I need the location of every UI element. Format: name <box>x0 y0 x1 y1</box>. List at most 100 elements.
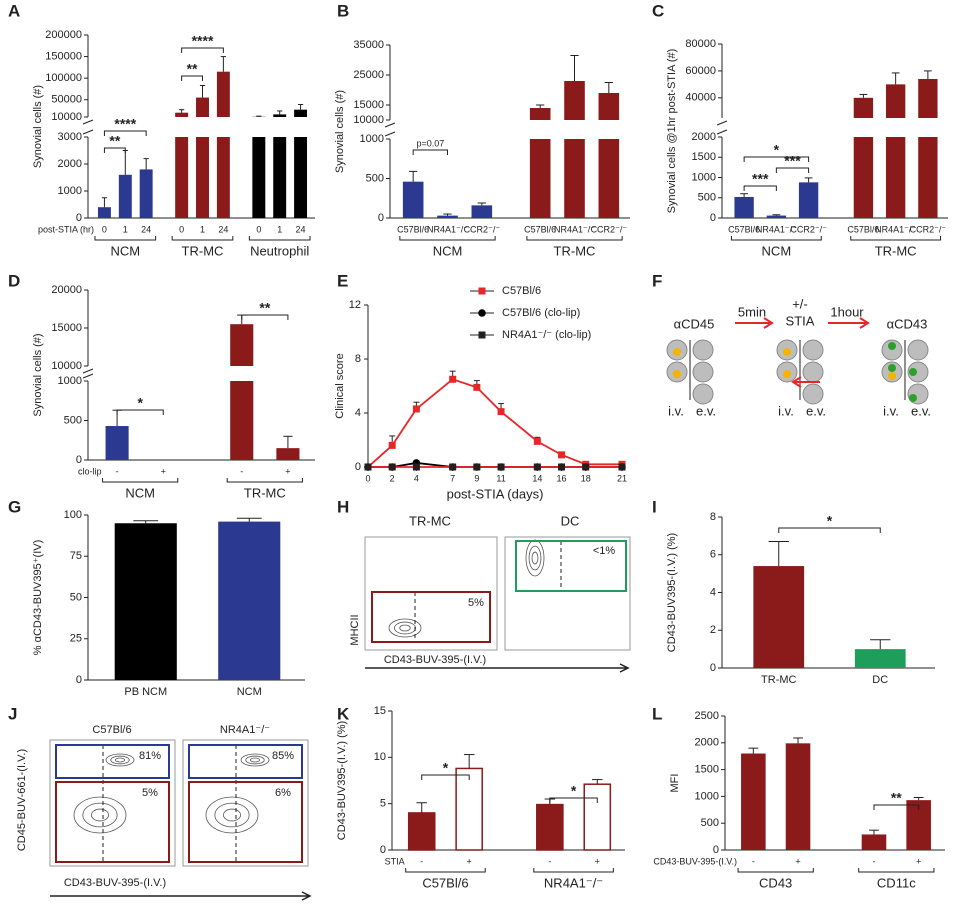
y-tick-label: 1000 <box>360 133 384 145</box>
gate <box>188 744 303 779</box>
bar <box>564 81 585 120</box>
x-tick-label: 11 <box>496 473 505 483</box>
bar <box>407 812 436 851</box>
marker <box>497 408 505 416</box>
group-label: NR4A1⁻/⁻ <box>544 875 603 890</box>
panel-letter: A <box>8 1 20 20</box>
x-tick-label: + <box>467 856 472 866</box>
significance-bracket <box>778 527 881 533</box>
density-contour <box>82 802 118 828</box>
marker <box>618 463 626 471</box>
y-tick-label: 10000 <box>353 114 384 126</box>
y-axis-label: CD45-BUV-661-(I.V.) <box>16 749 28 851</box>
iv-label: i.v. <box>883 403 899 418</box>
panel-letter: B <box>337 1 349 20</box>
x-tick-label: 14 <box>532 473 542 483</box>
group-label: NCM <box>433 243 463 258</box>
y-tick-label: 2000 <box>695 737 719 749</box>
y-tick-label: 500 <box>698 192 716 204</box>
plot-frame <box>182 739 309 867</box>
antibody-dot <box>673 348 681 356</box>
density-contour <box>114 757 126 763</box>
significance-label: **** <box>114 116 136 132</box>
y-tick-label: 0 <box>76 674 82 686</box>
x-tick-label: 1 <box>123 224 128 234</box>
x-tick-label: + <box>161 466 166 476</box>
bar <box>216 71 230 117</box>
y-tick-label: 0 <box>710 212 716 224</box>
y-tick-label: 0 <box>378 212 384 224</box>
marker <box>449 463 457 471</box>
bar <box>175 112 189 117</box>
bar <box>536 803 564 851</box>
category-axis-label: clo-lip <box>78 466 102 476</box>
x-axis-label: CD43-BUV-395-(I.V.) <box>64 877 166 889</box>
significance-bracket <box>103 130 147 136</box>
time-label: 5min <box>738 304 766 319</box>
group-label: TR-MC <box>875 243 917 258</box>
y-tick-label: 2000 <box>58 158 82 170</box>
treatment-label: +/- <box>792 296 808 311</box>
marker <box>533 437 541 445</box>
antibody-dot <box>783 370 791 378</box>
x-tick-label: 18 <box>581 473 591 483</box>
bar <box>105 426 129 460</box>
bar <box>785 743 811 850</box>
gate-label: 5% <box>468 597 484 609</box>
marker <box>473 383 481 391</box>
significance-bracket <box>873 804 920 810</box>
y-tick-label: 1500 <box>692 151 716 163</box>
gate-label: 6% <box>275 787 291 799</box>
y-tick-label: 4 <box>710 586 716 598</box>
gate-label: 85% <box>272 750 294 762</box>
y-tick-label: 1000 <box>692 171 716 183</box>
group-label: NCM <box>125 485 155 500</box>
plot-frame <box>49 739 176 867</box>
panel-letter: K <box>337 704 350 723</box>
group-bracket <box>399 236 496 241</box>
gate <box>188 781 303 863</box>
x-tick-label: + <box>595 856 600 866</box>
y-tick-label: 75 <box>70 550 82 562</box>
y-axis-label: Synovial cells (#) <box>32 333 44 416</box>
y-axis-label: CD43-BUV395-(I.V.) (%) <box>666 533 678 652</box>
cell <box>907 339 929 361</box>
y-tick-label: 100 <box>64 509 82 521</box>
y-axis-label: MFI <box>669 774 681 793</box>
density-contour <box>240 753 270 767</box>
x-tick-label: - <box>240 466 243 476</box>
bar <box>455 767 483 851</box>
panel-letter: I <box>652 497 657 516</box>
significance-bracket <box>181 47 224 53</box>
plot-title: NR4A1⁻/⁻ <box>220 724 270 736</box>
x-tick-label: NR4A1⁻/⁻ <box>427 224 468 234</box>
group-label: CD11c <box>877 875 916 890</box>
y-tick-label: 50 <box>70 591 82 603</box>
bar <box>753 566 805 668</box>
y-tick-label: 150000 <box>45 50 82 62</box>
bar <box>114 523 177 680</box>
arrow <box>791 376 820 388</box>
arrow <box>735 317 774 329</box>
bar <box>861 834 887 850</box>
significance-bracket <box>775 167 810 173</box>
x-tick-label: C57Bl/6 <box>524 224 556 234</box>
significance-label: *** <box>752 171 769 187</box>
x-axis-label: CD43-BUV-395-(I.V.) <box>384 654 486 666</box>
y-tick-label: 0 <box>713 844 719 856</box>
y-tick-label: 0 <box>710 662 716 674</box>
cell <box>692 339 714 361</box>
y-tick-label: 10000 <box>51 360 82 372</box>
axis-break <box>82 368 94 374</box>
marker <box>388 463 396 471</box>
x-tick-label: - <box>872 856 875 866</box>
legend-label: C57Bl/6 (clo-lip) <box>502 307 580 319</box>
y-tick-label: 3000 <box>58 131 82 143</box>
y-tick-label: 200000 <box>45 29 82 41</box>
x-tick-label: CCR2⁻/⁻ <box>591 224 628 234</box>
antibody-dot <box>888 372 896 380</box>
density-contour <box>91 808 109 822</box>
density-contour <box>531 551 539 565</box>
y-tick-label: 15000 <box>353 99 384 111</box>
significance-bracket <box>412 149 448 155</box>
